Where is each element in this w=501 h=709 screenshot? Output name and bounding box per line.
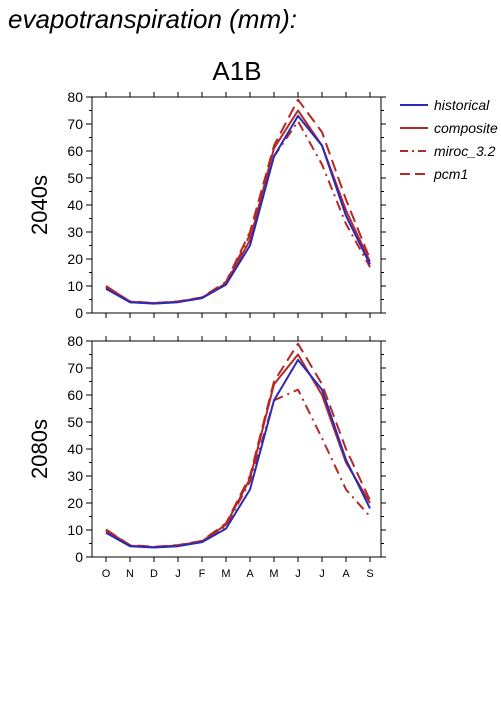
- x-tick-label: S: [366, 568, 373, 580]
- x-tick-label: M: [269, 568, 278, 580]
- legend-label: pcm1: [433, 166, 468, 182]
- series-line-composite: [105, 109, 371, 305]
- y-tick-label: 70: [67, 360, 83, 376]
- y-tick-label: 40: [67, 197, 83, 213]
- axis-ticks-2040s: 0 10 20 30 40 50 60 70 80: [67, 89, 386, 321]
- series-line-composite: [105, 353, 371, 549]
- legend-label: composite: [434, 120, 498, 136]
- series-2080s: [105, 342, 371, 549]
- x-tick-label: M: [221, 568, 230, 580]
- series-line-pcm1: [105, 342, 371, 548]
- y-tick-label: 10: [67, 278, 83, 294]
- axis-ticks-2080s: 0 10 20 30 40 50 60 70 80: [67, 333, 386, 565]
- panel-label-2040s: 2040s: [27, 175, 52, 235]
- x-tick-label: J: [295, 568, 301, 580]
- x-tick-label: A: [342, 568, 350, 580]
- x-tick-label: N: [126, 568, 134, 580]
- y-tick-label: 30: [67, 224, 83, 240]
- y-tick-label: 30: [67, 468, 83, 484]
- y-tick-label: 20: [67, 495, 83, 511]
- x-tick-label: A: [246, 568, 254, 580]
- panel-2080s: 0 10 20 30 40 50 60 70 80 2080s: [27, 333, 386, 565]
- series-line-historical: [105, 114, 371, 305]
- y-tick-label: 40: [67, 441, 83, 457]
- y-tick-label: 10: [67, 522, 83, 538]
- scenario-label: A1B: [212, 56, 261, 86]
- plot-frame-2080s: [91, 340, 382, 558]
- panel-label-2080s: 2080s: [27, 419, 52, 479]
- x-tick-label: J: [319, 568, 325, 580]
- series-line-miroc-3-2: [105, 120, 371, 305]
- y-tick-label: 20: [67, 251, 83, 267]
- y-tick-label: 0: [75, 305, 83, 321]
- series-line-pcm1: [105, 98, 371, 304]
- x-tick-label: F: [199, 568, 206, 580]
- legend: historical composite miroc_3.2 pcm1: [400, 97, 498, 182]
- y-tick-label: 50: [67, 170, 83, 186]
- series-2040s: [105, 98, 371, 305]
- x-tick-label: O: [102, 568, 111, 580]
- figure-title: evapotranspiration (mm):: [8, 4, 297, 34]
- legend-label: miroc_3.2: [434, 143, 496, 159]
- y-tick-label: 60: [67, 387, 83, 403]
- series-line-historical: [105, 358, 371, 549]
- y-tick-label: 0: [75, 549, 83, 565]
- y-tick-label: 60: [67, 143, 83, 159]
- x-tick-label: J: [175, 568, 181, 580]
- y-tick-label: 70: [67, 116, 83, 132]
- legend-label: historical: [434, 97, 490, 113]
- x-tick-label: D: [150, 568, 158, 580]
- panel-2040s: 0 10 20 30 40 50 60 70 80 2040s: [27, 89, 386, 321]
- y-tick-label: 80: [67, 333, 83, 349]
- y-tick-label: 50: [67, 414, 83, 430]
- y-tick-label: 80: [67, 89, 83, 105]
